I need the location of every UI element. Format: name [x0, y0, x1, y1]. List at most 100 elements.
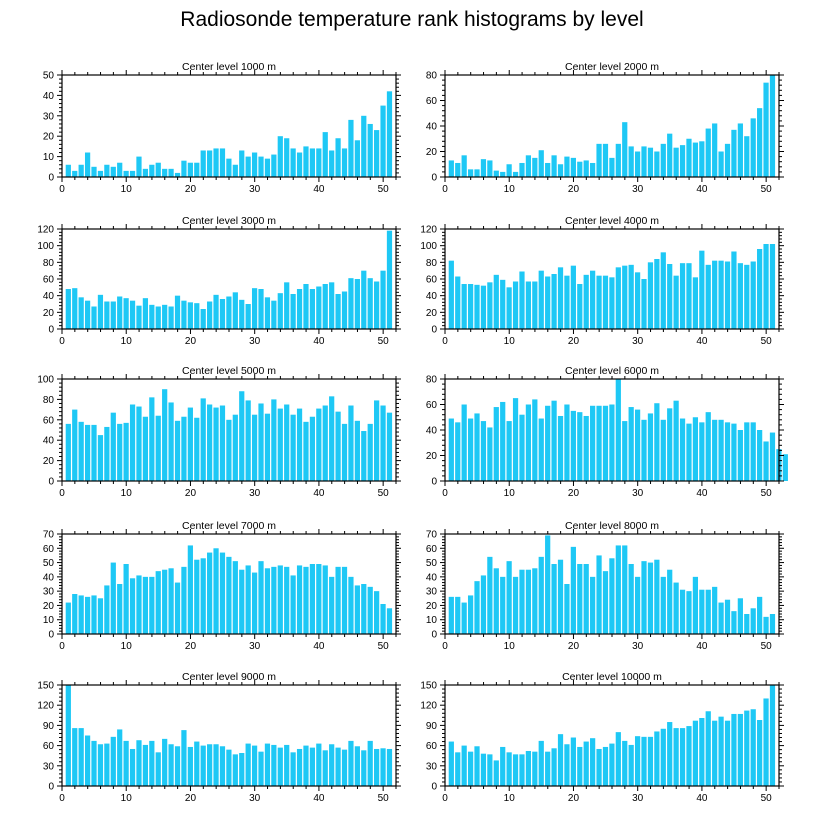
histogram-bar	[162, 738, 168, 786]
histogram-bar	[129, 748, 136, 786]
histogram-bar	[596, 748, 602, 786]
histogram-bar	[519, 569, 525, 634]
histogram-bar	[596, 555, 602, 634]
x-tick-label: 0	[59, 336, 65, 347]
histogram-bar	[200, 309, 206, 329]
histogram-panel: Center level 4000 m 0 10 20 30 40 50 0 20 40 60 80 1…	[420, 215, 784, 347]
histogram-bar	[628, 407, 634, 481]
histogram-bar	[519, 271, 525, 329]
histogram-bar	[245, 400, 251, 481]
histogram-bar	[97, 170, 104, 177]
histogram-bar	[290, 148, 296, 177]
histogram-bar	[538, 150, 544, 177]
histogram-bar	[654, 559, 660, 634]
histogram-bar	[239, 299, 245, 329]
y-tick-label: 40	[426, 291, 438, 302]
histogram-bar	[91, 306, 97, 329]
histogram-bar	[641, 419, 647, 481]
histogram-bar	[583, 274, 589, 329]
histogram-bar	[354, 279, 360, 329]
histogram-bar	[207, 404, 213, 481]
histogram-bar	[277, 565, 283, 634]
histogram-bar	[386, 230, 393, 329]
histogram-bar	[602, 571, 609, 634]
histogram-bar	[367, 278, 373, 329]
x-tick-label: 50	[761, 336, 773, 347]
histogram-bar	[744, 710, 750, 786]
histogram-bar	[570, 157, 576, 177]
histogram-bar	[596, 143, 602, 177]
panel-title: Center level 4000 m	[565, 215, 659, 227]
histogram-bar	[264, 297, 271, 329]
histogram-bar	[348, 576, 354, 634]
histogram-bar	[329, 396, 335, 481]
histogram-bar	[763, 82, 769, 177]
x-tick-label: 0	[59, 488, 65, 499]
histogram-bar	[538, 418, 544, 481]
histogram-bar	[277, 293, 283, 329]
histogram-bar	[367, 123, 373, 177]
histogram-bar	[699, 141, 705, 177]
histogram-bar	[104, 585, 110, 634]
histogram-bar	[551, 400, 557, 481]
x-tick-label: 30	[632, 336, 644, 347]
histogram-bar	[609, 558, 615, 634]
histogram-bar	[271, 154, 277, 177]
x-tick-label: 40	[313, 793, 325, 804]
histogram-bar	[692, 142, 699, 177]
histogram-bar	[564, 156, 570, 177]
histogram-bar	[354, 585, 360, 634]
y-tick-label: 60	[426, 275, 438, 286]
histogram-bar	[329, 282, 335, 329]
histogram-bar	[570, 410, 576, 481]
histogram-bar	[718, 260, 724, 329]
histogram-bar	[251, 745, 258, 786]
histogram-bar	[91, 595, 97, 634]
histogram-bar	[187, 162, 193, 177]
histogram-bar	[763, 244, 769, 329]
histogram-bar	[525, 750, 532, 786]
x-tick-label: 10	[121, 793, 133, 804]
histogram-bar	[232, 164, 238, 177]
histogram-bar	[448, 418, 454, 481]
y-tick-label: 30	[426, 587, 438, 598]
histogram-bar	[284, 282, 290, 329]
y-tick-label: 20	[43, 601, 55, 612]
y-tick-label: 20	[43, 456, 55, 467]
x-tick-label: 0	[59, 184, 65, 195]
histogram-bar	[374, 748, 380, 786]
histogram-bar	[123, 564, 129, 634]
histogram-bar	[84, 735, 91, 786]
histogram-bar	[155, 571, 161, 634]
histogram-bar	[84, 424, 91, 481]
histogram-bar	[679, 263, 686, 329]
histogram-panel: Center level 10000 m 0 10 20 30 40 50 0 30 60 90 12…	[420, 671, 784, 804]
histogram-bar	[712, 720, 718, 786]
histogram-bar	[245, 743, 251, 786]
histogram-bar	[213, 148, 219, 177]
histogram-bar	[596, 275, 602, 329]
histogram-bar	[724, 261, 731, 329]
histogram-bar	[303, 284, 309, 329]
histogram-bar	[699, 422, 705, 481]
histogram-bar	[654, 403, 660, 481]
x-tick-label: 10	[121, 641, 133, 652]
x-tick-label: 30	[632, 641, 644, 652]
histogram-bar	[219, 746, 226, 786]
histogram-bar	[570, 546, 576, 634]
histogram-bar	[245, 304, 251, 329]
histogram-bar	[386, 412, 393, 481]
histogram-bar	[467, 751, 474, 786]
histogram-bar	[296, 152, 303, 177]
y-tick-label: 100	[37, 241, 54, 252]
x-tick-label: 10	[504, 641, 516, 652]
histogram-panel: Center level 6000 m 0 10 20 30 40 50 0 20 40 60 80	[426, 365, 788, 499]
histogram-bar	[110, 166, 116, 177]
histogram-bar	[660, 419, 666, 481]
histogram-bar	[545, 535, 551, 634]
histogram-bar	[303, 745, 309, 786]
histogram-bar	[615, 379, 621, 481]
histogram-bar	[474, 581, 480, 634]
histogram-bar	[634, 409, 641, 481]
